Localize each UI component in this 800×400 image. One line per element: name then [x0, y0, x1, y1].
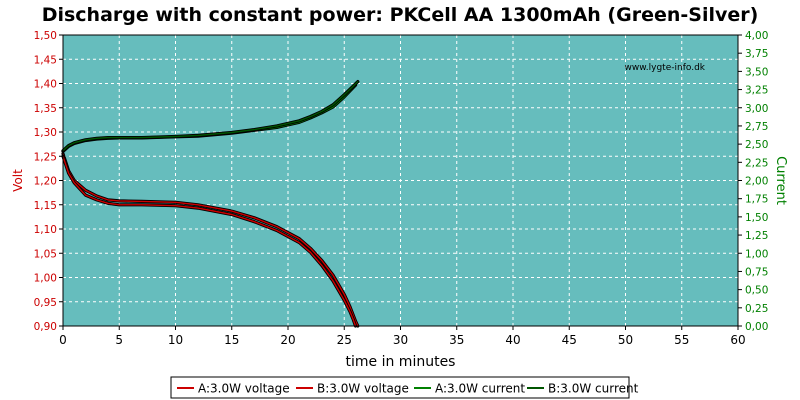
y-left-tick-label: 1,35	[34, 103, 57, 115]
y-right-tick-label: 1,00	[745, 248, 768, 260]
y-left-tick-label: 1,10	[34, 224, 57, 236]
x-tick-label: 15	[224, 333, 239, 347]
y-left-tick-label: 1,15	[34, 200, 57, 212]
y-right-tick-label: 3,75	[745, 48, 768, 60]
legend-label-1: B:3.0W voltage	[317, 382, 409, 396]
y-right-tick-label: 4,00	[745, 30, 768, 42]
x-tick-label: 0	[59, 333, 67, 347]
x-tick-label: 40	[505, 333, 520, 347]
x-tick-label: 10	[168, 333, 183, 347]
y-left-tick-label: 1,05	[34, 248, 57, 260]
y-right-tick-label: 1,50	[745, 212, 768, 224]
series-layer	[61, 79, 360, 328]
y-left-tick-label: 1,00	[34, 273, 57, 285]
x-tick-label: 45	[562, 333, 577, 347]
y-left-tick-label: 1,25	[34, 151, 57, 163]
axes: 0 5 10 15 20 25 30 35 40 45 50 55 60 1,50 1,45 1,40 1,35…	[34, 30, 769, 347]
y-left-tick-label: 0,95	[34, 297, 57, 309]
legend: A:3.0W voltage B:3.0W voltage A:3.0W curre…	[170, 376, 639, 399]
x-tick-label: 55	[674, 333, 689, 347]
y-right-tick-label: 2,00	[745, 176, 768, 188]
x-tick-label: 60	[730, 333, 745, 347]
y-right-tick-label: 2,75	[745, 121, 768, 133]
watermark-text: www.lygte-info.dk	[625, 63, 706, 73]
y-left-tick-label: 1,20	[34, 176, 57, 188]
x-tick-label: 5	[115, 333, 123, 347]
series-line-0	[62, 153, 359, 327]
y-right-tick-label: 0,50	[745, 285, 768, 297]
y-left-tick-label: 0,90	[34, 321, 57, 333]
y-axis-left-label: Volt	[11, 169, 25, 192]
x-tick-label: 25	[337, 333, 352, 347]
y-right-tick-label: 1,25	[745, 230, 768, 242]
legend-label-0: A:3.0W voltage	[198, 382, 290, 396]
y-right-tick-label: 0,75	[745, 266, 768, 278]
legend-label-3: B:3.0W current	[548, 382, 639, 396]
y-left-tick-label: 1,50	[34, 30, 57, 42]
y-left-tick-label: 1,40	[34, 79, 57, 91]
y-right-tick-label: 0,00	[745, 321, 768, 333]
y-right-tick-label: 2,25	[745, 157, 768, 169]
y-right-tick-label: 0,25	[745, 303, 768, 315]
series-line-1	[62, 155, 357, 327]
legend-label-2: A:3.0W current	[435, 382, 525, 396]
x-axis-label: time in minutes	[346, 354, 456, 370]
y-right-tick-label: 3,50	[745, 66, 768, 78]
x-tick-label: 35	[449, 333, 464, 347]
y-right-tick-label: 3,00	[745, 103, 768, 115]
grid	[63, 35, 738, 326]
legend-box	[170, 376, 630, 399]
chart-title: Discharge with constant power: PKCell AA…	[42, 4, 759, 26]
y-right-tick-label: 1,75	[745, 194, 768, 206]
x-tick-label: 50	[618, 333, 633, 347]
x-tick-label: 30	[393, 333, 408, 347]
series-line-3	[62, 80, 359, 152]
plot-border	[62, 34, 739, 327]
y-axis-right-label: Current	[773, 156, 788, 205]
x-tick-label: 20	[280, 333, 295, 347]
y-left-tick-label: 1,45	[34, 54, 57, 66]
y-right-tick-label: 3,25	[745, 85, 768, 97]
y-right-tick-label: 2,50	[745, 139, 768, 151]
y-left-tick-label: 1,30	[34, 127, 57, 139]
